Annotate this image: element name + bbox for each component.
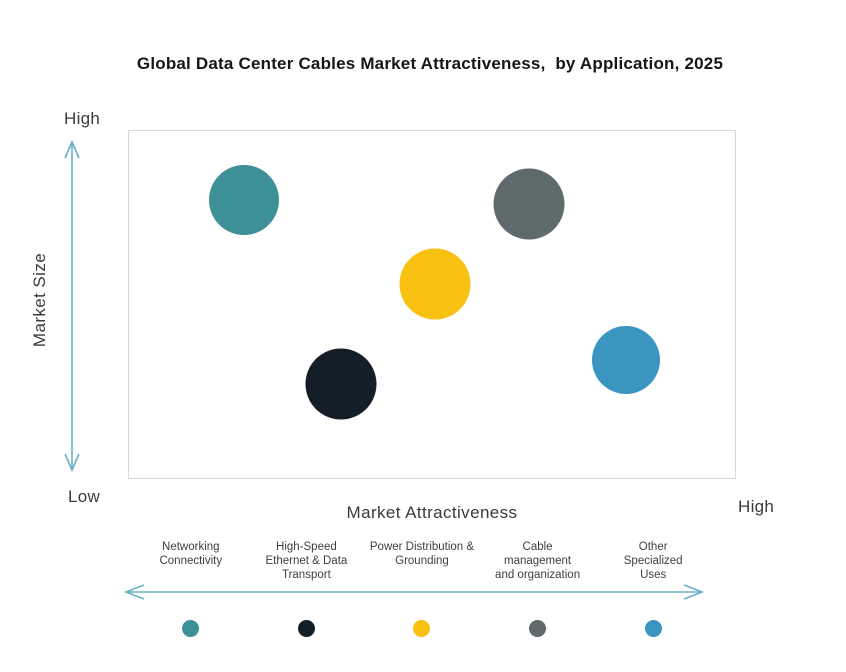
legend-dots: [133, 620, 711, 637]
bubble-cable-management-and-organization: [493, 168, 565, 240]
legend-label: Networking Connectivity: [159, 541, 223, 567]
legend-item-networking: Networking Connectivity: [133, 540, 249, 568]
legend-dot-power-distribution: [413, 620, 431, 637]
legend-label: Cable management and organization: [495, 541, 581, 581]
plot-area: [128, 130, 736, 479]
horizontal-double-arrow-icon: [123, 584, 705, 600]
x-axis-title: Market Attractiveness: [346, 503, 518, 522]
page-title: Global Data Center Cables Market Attract…: [136, 54, 724, 73]
bubble-high-speed-ethernet-data-transport: [305, 348, 377, 420]
legend-dot-networking: [182, 620, 200, 637]
legend-dot-high-speed: [297, 620, 315, 637]
legend-item-other: Other Specialized Uses: [595, 540, 711, 582]
bubble-power-distribution-grounding: [399, 248, 471, 320]
legend-dot-cable: [529, 620, 547, 637]
bubble-other-specialized-uses: [591, 326, 660, 395]
y-axis-title: Market Size: [30, 252, 49, 348]
legend-item-power-distribution: Power Distribution & Grounding: [364, 540, 480, 568]
legend-dot-other: [644, 620, 662, 637]
x-axis-high-label: High: [738, 497, 775, 516]
legend-labels: Networking Connectivity High-Speed Ethern…: [133, 540, 711, 582]
bubble-networking-connectivity: [209, 165, 280, 236]
legend-item-cable: Cable management and organization: [480, 540, 596, 582]
y-axis-low-label: Low: [68, 487, 101, 506]
legend-label: Other Specialized Uses: [623, 541, 683, 581]
vertical-double-arrow-icon: [64, 140, 80, 472]
y-axis-high-label: High: [64, 109, 101, 128]
legend-label: High-Speed Ethernet & Data Transport: [265, 541, 348, 581]
legend-item-high-speed: High-Speed Ethernet & Data Transport: [249, 540, 365, 582]
legend-label: Power Distribution & Grounding: [369, 541, 475, 567]
